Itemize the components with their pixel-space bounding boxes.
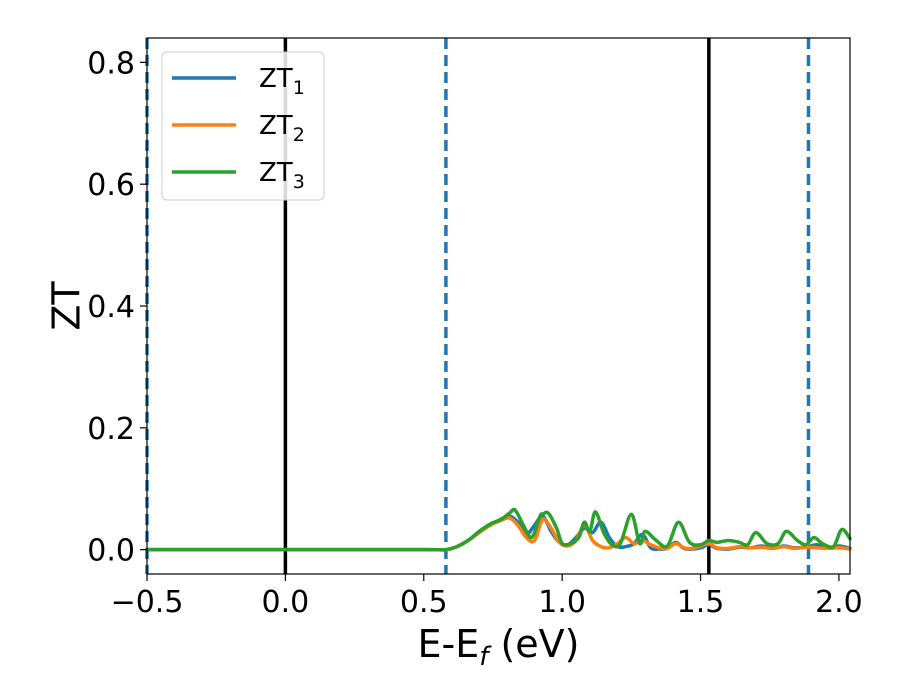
- x-tick-label-3: 0.5: [400, 585, 448, 620]
- legend-label-sub-2: 2: [293, 124, 305, 146]
- x-tick-label-1: −0.5: [111, 585, 184, 620]
- y-tick-label-2: 0.2: [87, 412, 135, 447]
- x-tick-label-5: 1.5: [677, 585, 725, 620]
- y-tick-label-5: 0.8: [87, 46, 135, 81]
- legend-label-main-3: ZT: [259, 158, 293, 188]
- x-tick-label-2: 0.0: [262, 585, 310, 620]
- y-axis-label: ZT: [44, 281, 88, 331]
- y-tick-label-1: 0.0: [87, 534, 135, 569]
- x-tick-label-6: 2.0: [815, 585, 863, 620]
- x-axis-label-main: E-E: [418, 622, 480, 666]
- y-axis-ticks: 0.0 0.2 0.4 0.6 0.8: [87, 46, 147, 569]
- x-tick-label-4: 1.0: [538, 585, 586, 620]
- legend-label-1: ZT1: [259, 64, 305, 99]
- x-axis-ticks: −0.5 0.0 0.5 1.0 1.5 2.0: [111, 574, 863, 620]
- legend-label-sub-1: 1: [293, 77, 305, 99]
- legend-label-main-1: ZT: [259, 64, 293, 94]
- y-tick-label-4: 0.6: [87, 168, 135, 203]
- series-layer: [145, 507, 852, 552]
- x-axis-label: E-Ef (eV): [418, 622, 580, 672]
- y-tick-label-3: 0.4: [87, 290, 135, 325]
- series-line-3: [145, 507, 852, 552]
- legend-label-2: ZT2: [259, 111, 305, 146]
- legend-label-3: ZT3: [259, 158, 305, 193]
- legend-label-main-2: ZT: [259, 111, 293, 141]
- x-axis-label-suffix: (eV): [488, 622, 579, 666]
- legend-label-sub-3: 3: [293, 171, 305, 193]
- legend-box: [161, 51, 325, 201]
